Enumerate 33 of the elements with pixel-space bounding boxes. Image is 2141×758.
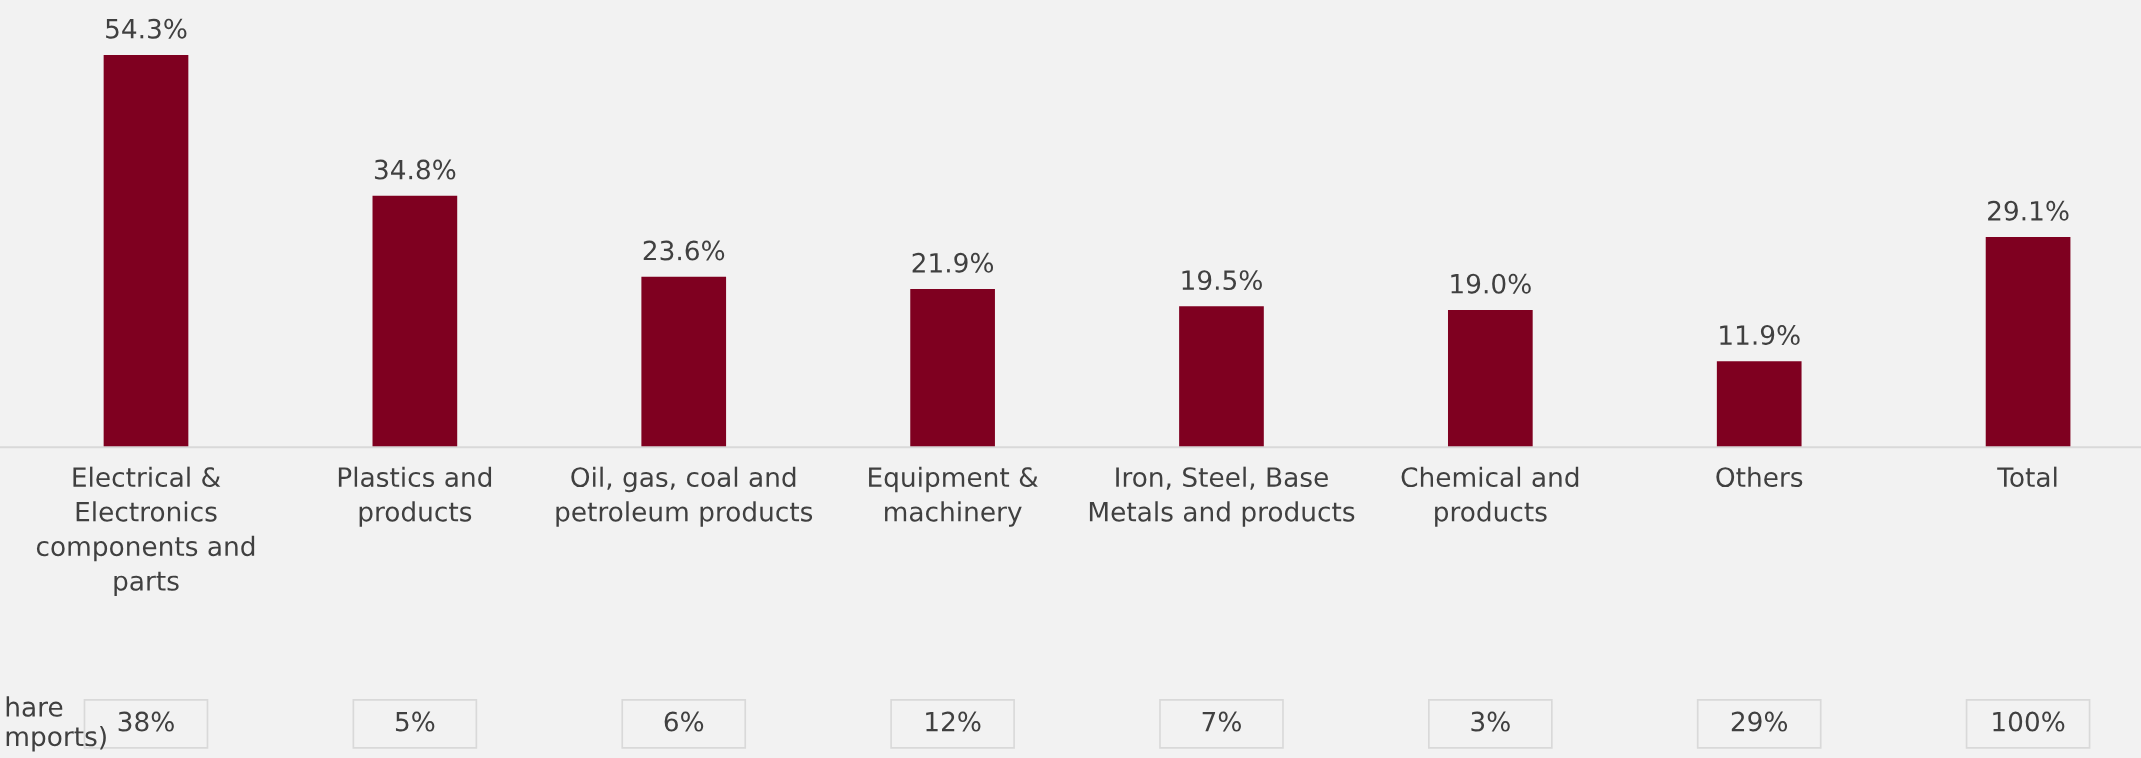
text: 5%	[395, 711, 435, 732]
text: 6%	[664, 711, 704, 732]
bar	[910, 289, 995, 448]
x-tick-label: Equipment & machinery	[869, 466, 1038, 527]
data-label: 54.3%	[106, 18, 187, 39]
data-label: 11.9%	[1720, 325, 1800, 346]
data-label: 19.0%	[1451, 273, 1531, 294]
text: 38%	[118, 711, 174, 732]
text: 29%	[1731, 711, 1788, 732]
x-tick-label: Others	[1716, 466, 1803, 488]
bar	[1447, 309, 1533, 448]
bar	[1179, 306, 1264, 448]
text: 7%	[1202, 711, 1241, 732]
bar	[641, 276, 727, 448]
data-label: 29.1%	[1988, 200, 2069, 221]
x-tick-label: Oil, gas, coal and petroleum products	[556, 466, 813, 527]
text: hare mports)	[6, 696, 106, 752]
bar	[1985, 236, 2071, 448]
bar	[1716, 361, 1802, 448]
text: 3%	[1471, 711, 1510, 732]
text: 12%	[926, 711, 981, 732]
x-tick-label: Electrical & Electronics components and parts	[36, 466, 255, 596]
data-label: 19.5%	[1182, 270, 1262, 291]
data-label: 23.6%	[643, 240, 725, 261]
x-tick-label: Iron, Steel, Base Metals and products	[1089, 466, 1355, 527]
bar	[372, 195, 458, 448]
x-tick-label: Chemical and products	[1401, 466, 1579, 527]
data-label: 21.9%	[912, 252, 994, 273]
text: 100%	[1993, 711, 2065, 732]
bar	[103, 54, 189, 448]
x-tick-label: Total	[1997, 466, 2057, 488]
x-tick-label: Plastics and products	[338, 466, 492, 527]
data-label: 34.8%	[374, 159, 456, 180]
